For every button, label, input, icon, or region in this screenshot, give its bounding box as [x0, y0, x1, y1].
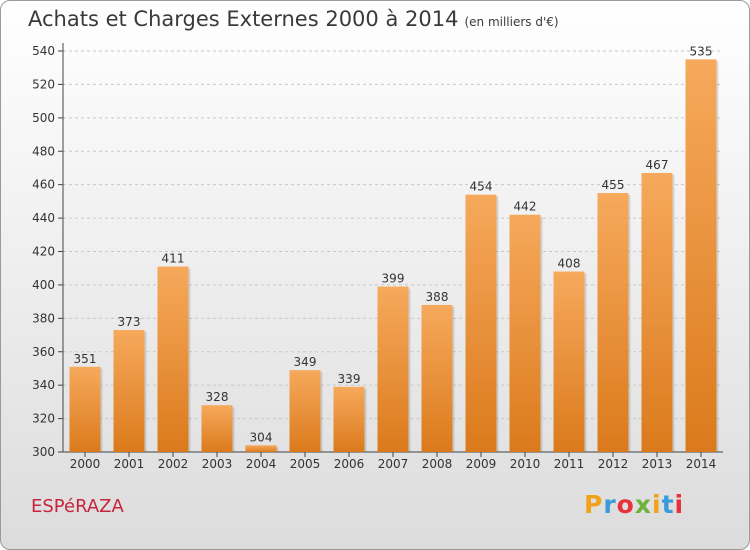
logo-letter: i: [652, 490, 662, 519]
logo-letter: t: [661, 490, 675, 519]
axes: 300 320 340 360 380 400 420 440 460 480 500 520 540 2…: [32, 43, 723, 471]
data-label: 373: [118, 315, 141, 329]
y-tick-label: 360: [32, 345, 55, 359]
x-tick-label: 2006: [334, 457, 365, 471]
data-label: 328: [206, 390, 229, 404]
x-tick-label: 2012: [598, 457, 629, 471]
y-tick-label: 380: [32, 311, 55, 325]
x-tick-label: 2002: [158, 457, 189, 471]
bar: [641, 172, 673, 453]
chart-subtitle: (en milliers d'€): [464, 15, 559, 29]
y-tick-label: 300: [32, 445, 55, 459]
logo-letter: i: [674, 490, 685, 519]
y-tick-label: 320: [32, 412, 55, 426]
data-label: 351: [74, 352, 97, 366]
y-tick-label: 440: [32, 211, 55, 225]
x-tick-label: 2007: [378, 457, 409, 471]
y-tick-label: 480: [32, 144, 55, 158]
y-tick-label: 500: [32, 111, 55, 125]
bar: [377, 286, 409, 452]
bar: [201, 405, 233, 452]
bar: [289, 370, 321, 452]
y-tick-label: 520: [32, 77, 55, 91]
bar: [333, 386, 365, 452]
data-labels: 351 373 411 328 304 349 339 399 388 454 442 408 455 4…: [74, 44, 713, 444]
x-tick-label: 2013: [642, 457, 673, 471]
y-tick-label: 540: [32, 44, 55, 58]
logo-letter: o: [616, 490, 635, 519]
data-label: 399: [382, 272, 405, 286]
bar: [421, 304, 453, 452]
x-tick-label: 2001: [114, 457, 145, 471]
data-label: 339: [338, 372, 361, 386]
data-label: 388: [426, 290, 449, 304]
data-label: 455: [602, 178, 625, 192]
data-label: 349: [294, 355, 317, 369]
x-tick-label: 2003: [202, 457, 233, 471]
bar: [245, 445, 277, 452]
bar: [553, 271, 585, 452]
data-label: 411: [162, 252, 185, 266]
chart-title: Achats et Charges Externes 2000 à 2014 (e…: [28, 7, 559, 31]
x-tick-label: 2011: [554, 457, 585, 471]
data-label: 535: [690, 44, 713, 58]
data-label: 408: [558, 257, 581, 271]
x-tick-label: 2005: [290, 457, 321, 471]
y-tick-label: 420: [32, 245, 55, 259]
data-label: 304: [250, 430, 273, 444]
bar: [113, 330, 145, 452]
logo-letter: P: [584, 490, 604, 519]
commune-name: ESPéRAZA: [31, 496, 124, 517]
data-label: 454: [470, 180, 493, 194]
data-label: 442: [514, 200, 537, 214]
bar: [157, 266, 189, 452]
x-tick-label: 2004: [246, 457, 277, 471]
bar: [685, 59, 717, 453]
bar: [509, 214, 541, 452]
y-tick-label: 400: [32, 278, 55, 292]
bar: [597, 193, 629, 453]
x-tick-label: 2010: [510, 457, 541, 471]
x-tick-label: 2008: [422, 457, 453, 471]
x-tick-label: 2009: [466, 457, 497, 471]
x-tick-label: 2000: [70, 457, 101, 471]
y-tick-label: 460: [32, 178, 55, 192]
bar: [465, 194, 497, 453]
logo-letter: x: [634, 490, 652, 519]
y-tick-label: 340: [32, 378, 55, 392]
data-label: 467: [646, 158, 669, 172]
proxiti-logo: Proxiti: [584, 490, 684, 519]
chart-title-text: Achats et Charges Externes 2000 à 2014: [28, 7, 459, 31]
logo-letter: r: [603, 490, 617, 519]
bars: [69, 59, 719, 453]
x-tick-label: 2014: [686, 457, 717, 471]
bar: [69, 366, 101, 452]
